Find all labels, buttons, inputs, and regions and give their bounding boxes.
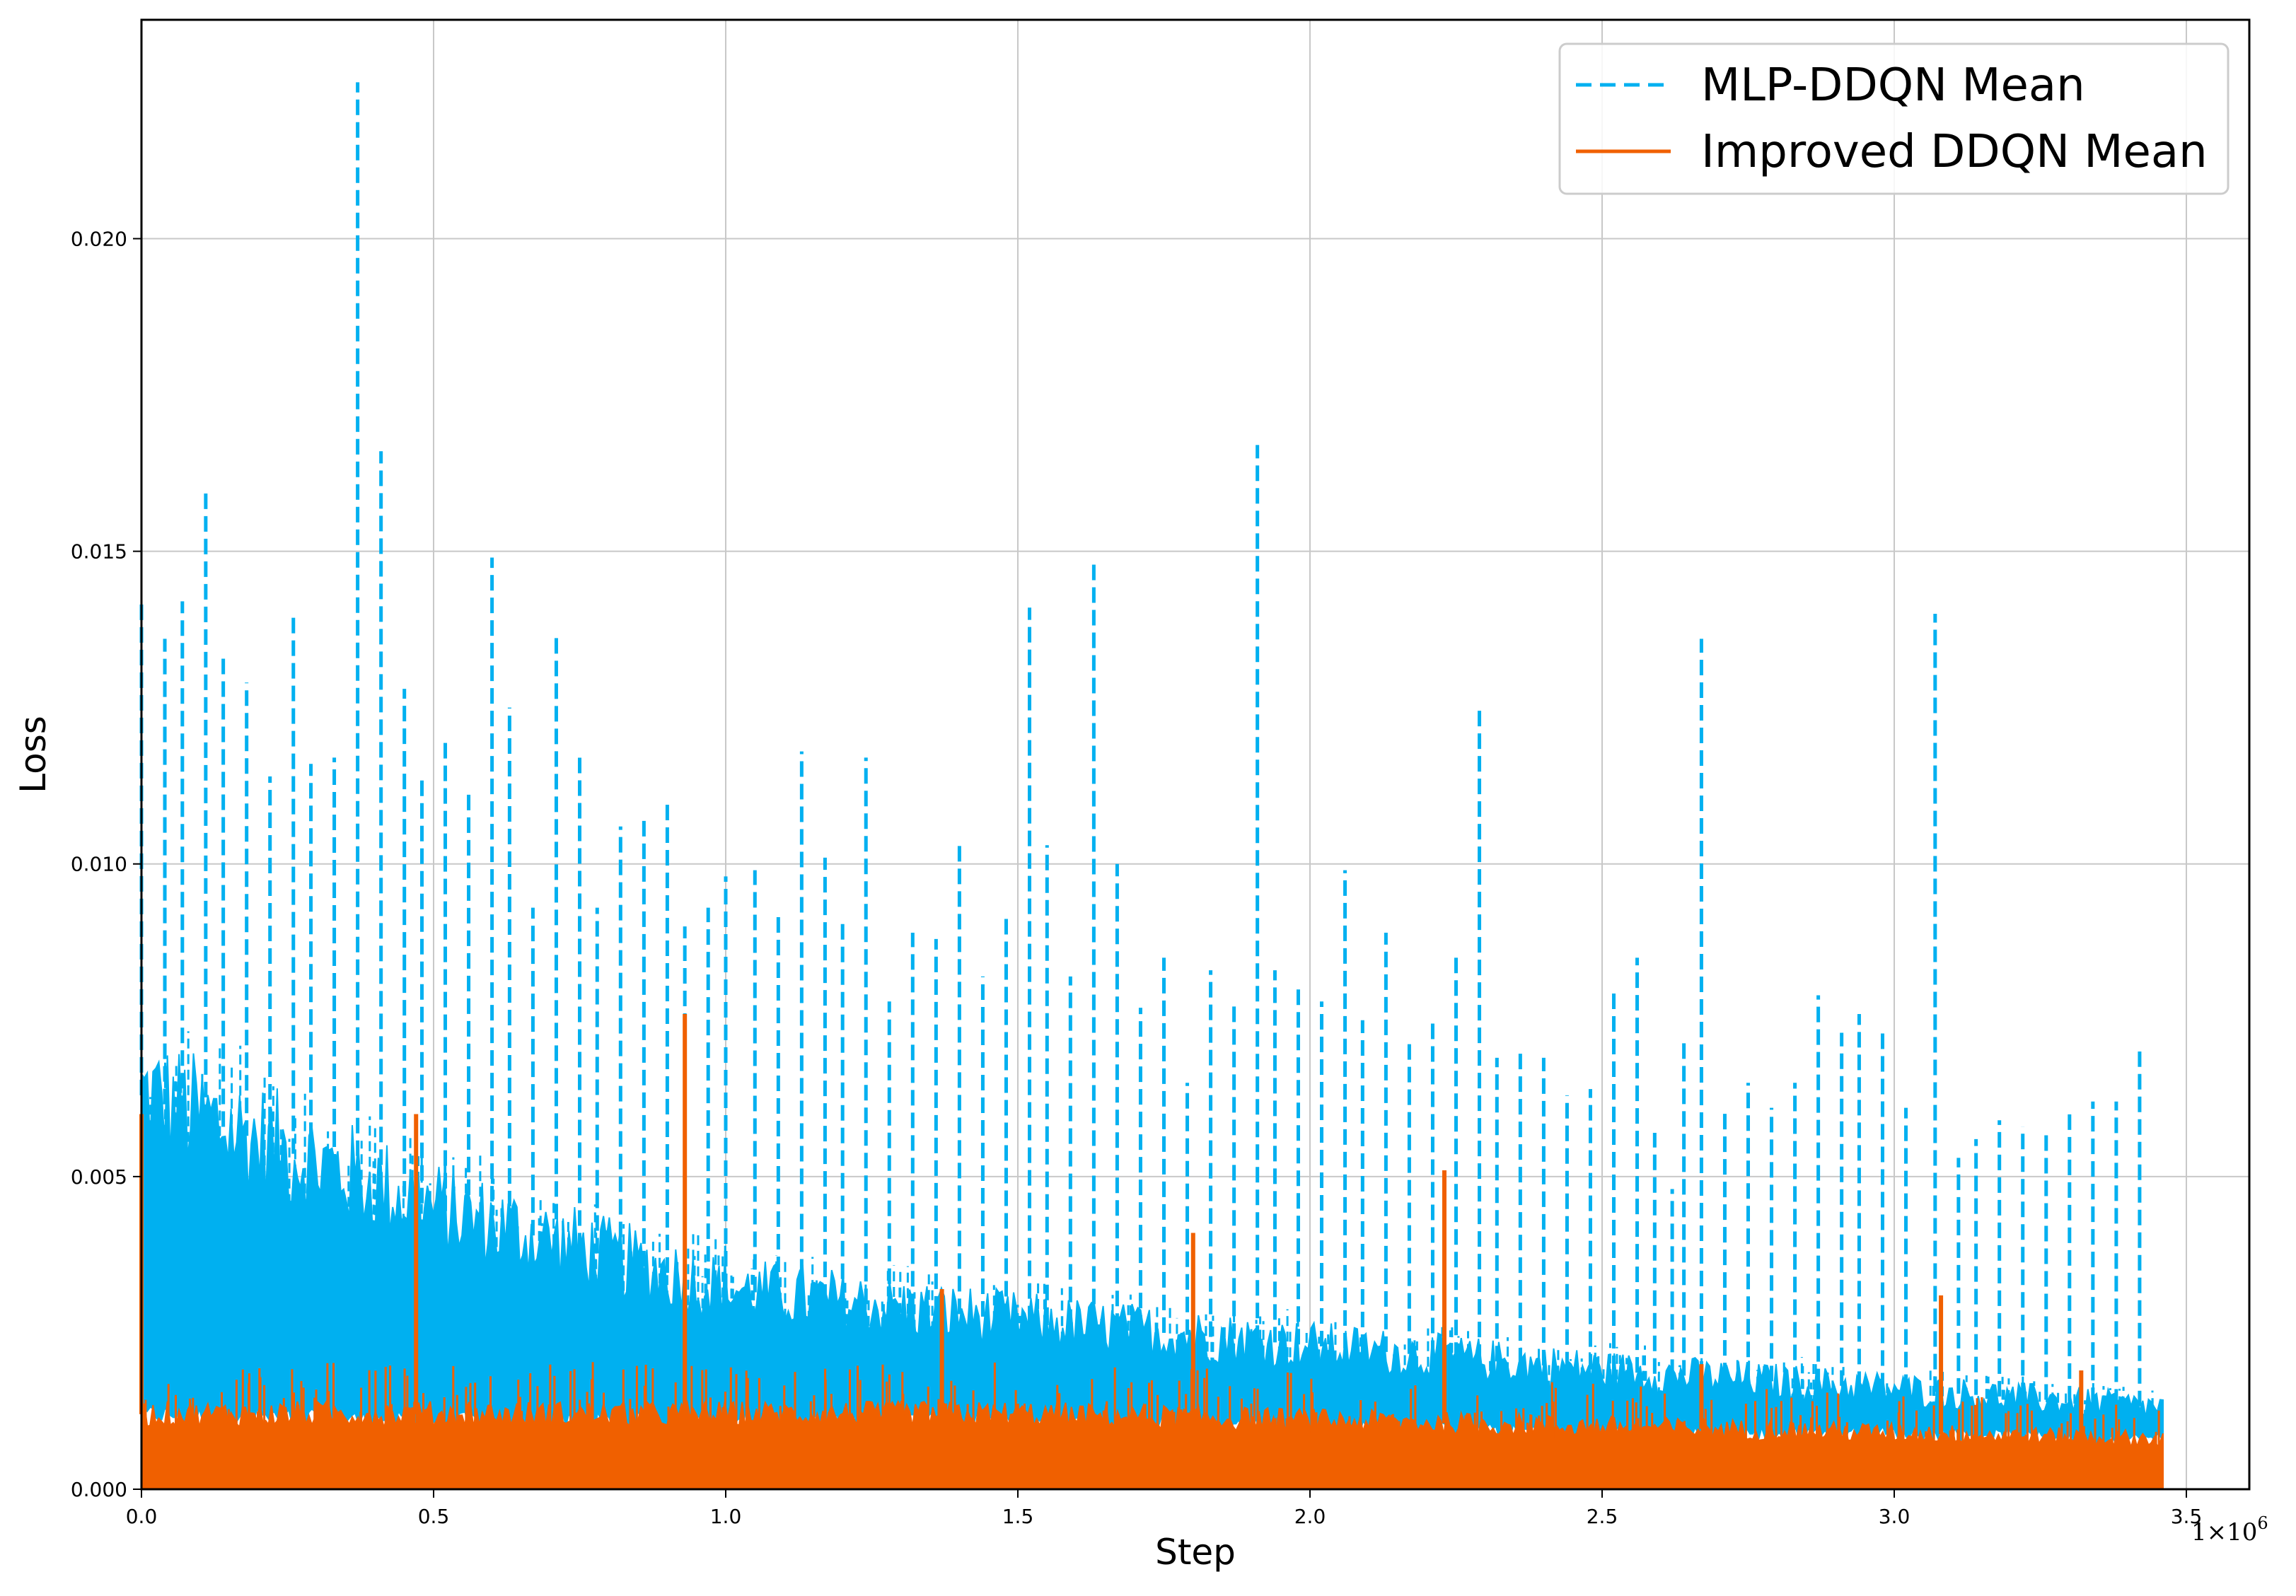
legend-label-improved-ddqn: Improved DDQN Mean: [1701, 126, 2208, 178]
x-tick-label: 0.5: [418, 1505, 450, 1528]
plot-frame: [140, 18, 2251, 1491]
x-tick-label: 0.0: [126, 1505, 158, 1528]
legend-label-mlp-ddqn: MLP-DDQN Mean: [1701, 59, 2085, 112]
y-tick-label: 0.015: [71, 540, 127, 564]
x-axis-ticks: 0.0 0.5 1.0 1.5 2.0 2.5 3.0 3.5: [126, 1489, 2203, 1528]
improved-ddqn-noise: [144, 1362, 2160, 1450]
y-axis-label: Loss: [13, 716, 54, 793]
x-axis-offset: 1×106: [2191, 1513, 2268, 1547]
legend-box: [1558, 42, 2230, 195]
x-offset-exponent: 6: [2257, 1513, 2268, 1533]
series-bands: [141, 1031, 2164, 1490]
x-tick-label: 1.0: [710, 1505, 742, 1528]
x-tick-label: 2.0: [1294, 1505, 1326, 1528]
y-tick-label: 0.020: [71, 227, 127, 250]
y-axis-ticks: 0.000 0.005 0.010 0.015 0.020: [71, 227, 141, 1501]
y-tick-label: 0.010: [71, 853, 127, 876]
mlp-ddqn-noise: [149, 1031, 2154, 1424]
x-tick-label: 3.0: [1879, 1505, 1911, 1528]
legend: MLP-DDQN Mean Improved DDQN Mean: [1558, 42, 2230, 195]
y-tick-label: 0.005: [71, 1165, 127, 1189]
y-tick-label: 0.000: [71, 1478, 127, 1501]
x-offset-base: 1×10: [2191, 1518, 2257, 1547]
x-tick-label: 2.5: [1587, 1505, 1618, 1528]
x-axis-label: Step: [1155, 1532, 1236, 1573]
x-tick-label: 1.5: [1002, 1505, 1034, 1528]
grid-lines: [141, 20, 2249, 1489]
x-tick-label: 3.5: [2171, 1505, 2203, 1528]
